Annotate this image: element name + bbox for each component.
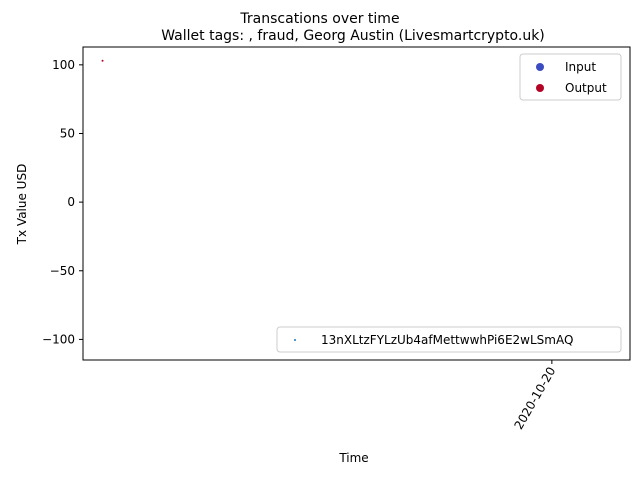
chart-suptitle: Transcations over time	[239, 11, 399, 27]
address-legend-marker	[294, 339, 296, 341]
address-legend-label: 13nXLtzFYLzUb4afMettwwhPi6E2wLSmAQ	[321, 333, 573, 347]
y-tick-label: 0	[67, 195, 75, 209]
plot-area	[82, 46, 631, 361]
legend-input-marker	[536, 63, 544, 71]
data-point-output	[101, 59, 104, 62]
y-tick-label: −100	[42, 332, 75, 346]
address-legend-frame	[276, 326, 622, 353]
x-axis: 2020-10-20	[511, 360, 558, 432]
y-axis: 100 50 0 −50 −100	[42, 58, 83, 346]
x-axis-label: Time	[338, 451, 368, 465]
x-tick-label: 2020-10-20	[511, 365, 558, 432]
type-legend-frame	[519, 53, 622, 101]
y-axis-label: Tx Value USD	[15, 164, 29, 246]
y-tick-label: 100	[52, 58, 75, 72]
address-legend: 13nXLtzFYLzUb4afMettwwhPi6E2wLSmAQ	[276, 326, 622, 353]
y-tick-label: −50	[50, 264, 75, 278]
type-legend: Input Output	[519, 53, 622, 101]
scatter-points	[101, 59, 104, 62]
legend-output-label: Output	[565, 81, 607, 95]
chart-title: Wallet tags: , fraud, Georg Austin (Live…	[161, 28, 545, 44]
legend-output-marker	[536, 84, 544, 92]
legend-input-label: Input	[565, 60, 596, 74]
y-tick-label: 50	[60, 126, 75, 140]
